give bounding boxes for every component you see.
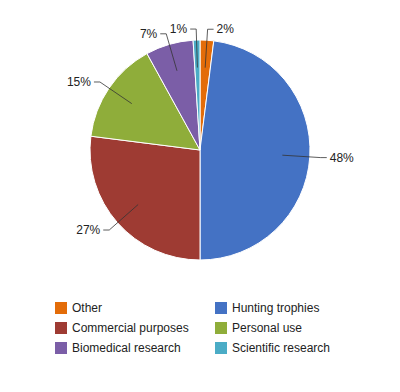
pie: 2% 48% 27% 15% 7% 1% xyxy=(67,22,354,260)
legend-item: Scientific research xyxy=(215,341,330,355)
leader-line xyxy=(94,82,132,104)
legend-label: Scientific research xyxy=(232,341,330,355)
data-label: 1% xyxy=(170,22,188,36)
data-label: 15% xyxy=(67,75,91,89)
legend-item: Other xyxy=(55,301,102,315)
slice xyxy=(200,41,310,260)
leader-line xyxy=(205,29,213,67)
legend-swatch xyxy=(55,322,67,334)
leader-line xyxy=(103,205,138,230)
slices xyxy=(90,40,310,260)
legend-label: Biomedical research xyxy=(72,341,181,355)
legend-swatch xyxy=(215,302,227,314)
leader-line xyxy=(160,34,177,71)
leader-line xyxy=(190,29,197,67)
legend-item: Commercial purposes xyxy=(55,321,189,335)
legend-label: Hunting trophies xyxy=(232,301,319,315)
slice xyxy=(193,40,200,150)
legend-label: Other xyxy=(72,301,102,315)
slice xyxy=(90,136,200,260)
legend-swatch xyxy=(55,302,67,314)
data-label: 48% xyxy=(330,151,354,165)
data-label: 27% xyxy=(76,223,100,237)
data-label: 7% xyxy=(140,27,158,41)
chart: 2% 48% 27% 15% 7% 1% Other Hunting trophies Comm… xyxy=(0,0,400,392)
legend-label: Personal use xyxy=(232,321,302,335)
legend-swatch xyxy=(215,322,227,334)
legend-item: Hunting trophies xyxy=(215,301,319,315)
legend-item: Biomedical research xyxy=(55,341,181,355)
legend: Other Hunting trophies Commercial purposes… xyxy=(55,301,330,355)
slice xyxy=(147,40,200,150)
legend-label: Commercial purposes xyxy=(72,321,189,335)
legend-item: Personal use xyxy=(215,321,302,335)
data-labels: 2% 48% 27% 15% 7% 1% xyxy=(67,22,354,237)
data-label: 2% xyxy=(217,22,235,36)
legend-swatch xyxy=(55,342,67,354)
legend-swatch xyxy=(215,342,227,354)
leader-line xyxy=(282,155,326,157)
